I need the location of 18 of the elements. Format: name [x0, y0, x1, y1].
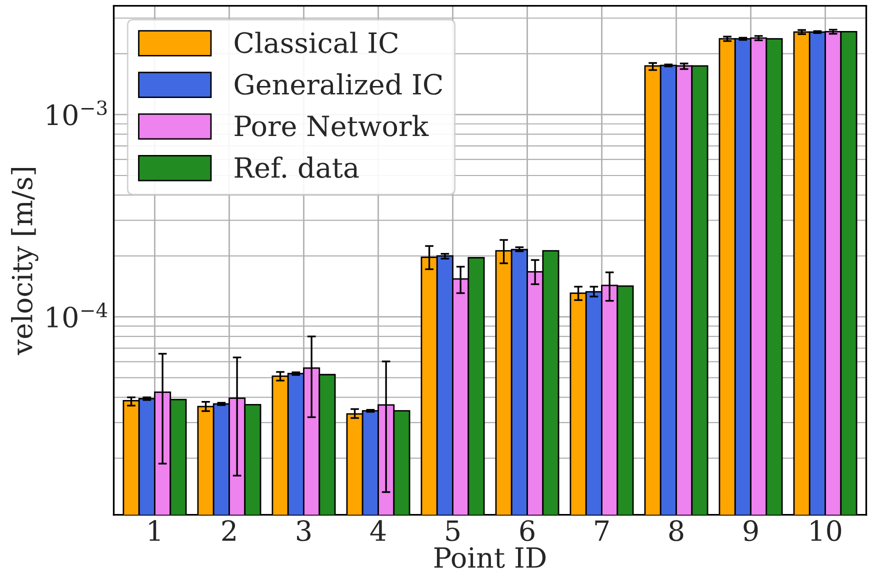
x-tick-label: 6	[520, 520, 534, 542]
x-tick-label: 7	[595, 520, 609, 541]
legend-label: Ref. data	[234, 156, 359, 178]
legend-label: Generalized IC	[234, 73, 442, 95]
x-tick-label: 1	[149, 520, 160, 541]
x-axis-title: Point ID	[434, 547, 546, 568]
x-tick-label: 4	[370, 520, 386, 541]
x-tick-label: 2	[222, 520, 236, 541]
y-tick-label: 10$^{−4}$	[47, 302, 108, 328]
x-tick-label: 10	[810, 520, 842, 542]
x-tick-label: 5	[446, 520, 460, 542]
y-tick-label: 10$^{−3}$	[47, 100, 107, 126]
x-tick-label: 8	[669, 520, 684, 542]
y-axis-title: velocity [m/s]	[11, 168, 38, 356]
x-tick-label: 9	[744, 520, 758, 542]
legend-label: Pore Network	[234, 114, 429, 136]
legend-label: Classical IC	[234, 32, 398, 54]
x-tick-label: 3	[297, 520, 311, 542]
